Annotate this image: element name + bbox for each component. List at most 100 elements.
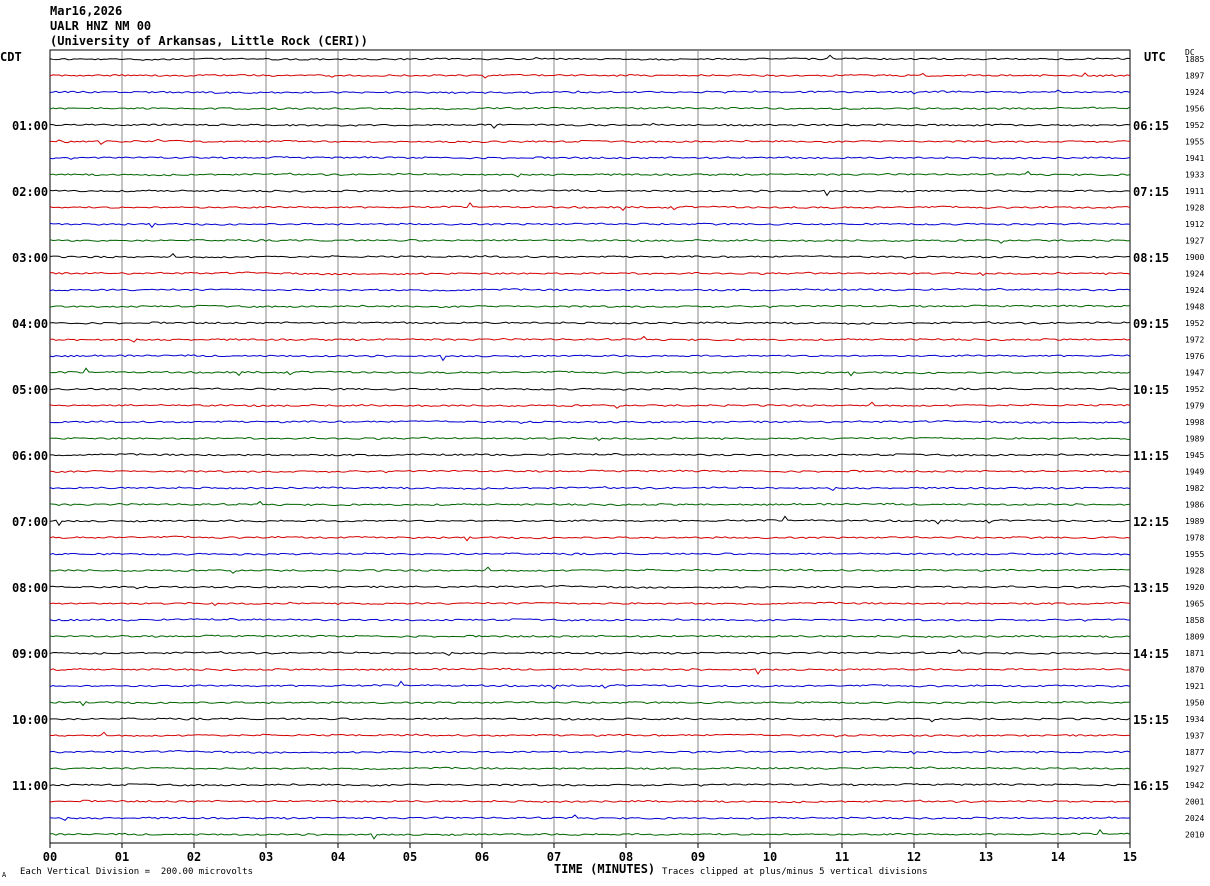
dc-offset-label: 1952	[1185, 121, 1204, 130]
right-timezone-label: UTC	[1144, 50, 1166, 64]
right-hour-label: 10:15	[1133, 383, 1169, 397]
left-hour-label: 03:00	[12, 251, 48, 265]
seismic-trace	[49, 500, 1131, 507]
corner-mark: A	[2, 871, 7, 879]
dc-offset-label: 1927	[1185, 237, 1204, 246]
seismic-trace	[49, 253, 1131, 260]
seismic-trace	[49, 170, 1131, 178]
seismic-trace	[49, 287, 1131, 292]
seismic-trace	[49, 566, 1131, 574]
dc-offset-label: 1924	[1185, 270, 1204, 279]
trace-group	[49, 54, 1131, 840]
seismic-trace	[49, 783, 1131, 787]
right-hour-label: 13:15	[1133, 581, 1169, 595]
x-tick-label: 08	[619, 850, 633, 864]
x-tick-label: 01	[115, 850, 129, 864]
dc-offset-label: 1927	[1185, 765, 1204, 774]
dc-offset-label: 1955	[1185, 138, 1204, 147]
seismic-trace	[49, 469, 1131, 474]
x-tick-label: 15	[1123, 850, 1137, 864]
x-tick-label: 02	[187, 850, 201, 864]
right-hour-label: 14:15	[1133, 647, 1169, 661]
seismic-trace	[49, 222, 1131, 229]
right-hour-label: 12:15	[1133, 515, 1169, 529]
dc-offset-label: 1989	[1185, 517, 1204, 526]
dc-offset-label: 1924	[1185, 88, 1204, 97]
seismic-trace	[49, 667, 1131, 675]
dc-offset-label: 1947	[1185, 369, 1204, 378]
seismic-trace	[49, 601, 1131, 607]
seismic-trace	[49, 387, 1131, 391]
seismic-trace	[49, 304, 1131, 309]
left-hour-label: 07:00	[12, 515, 48, 529]
left-hour-label: 02:00	[12, 185, 48, 199]
dc-offset-label: 1941	[1185, 154, 1204, 163]
dc-offset-label: 1998	[1185, 418, 1204, 427]
dc-offset-label: 1871	[1185, 649, 1204, 658]
dc-offset-label: 1952	[1185, 385, 1204, 394]
dc-offset-label: 1965	[1185, 600, 1204, 609]
seismic-trace	[49, 829, 1131, 840]
seismic-trace	[49, 54, 1131, 61]
dc-offset-label: 1982	[1185, 484, 1204, 493]
seismic-trace	[49, 367, 1131, 377]
seismic-trace	[49, 552, 1131, 556]
seismic-trace	[49, 189, 1131, 197]
institution-label: (University of Arkansas, Little Rock (CE…	[50, 34, 368, 48]
vertical-division-note: Each Vertical Division = 200.00 microvol…	[20, 867, 253, 877]
dc-offset-label: 1949	[1185, 468, 1204, 477]
seismic-trace	[49, 202, 1131, 212]
dc-offset-label: 1928	[1185, 204, 1204, 213]
minute-grid	[49, 49, 1131, 848]
seismic-trace	[49, 750, 1131, 755]
right-hour-label: 11:15	[1133, 449, 1169, 463]
dc-offset-label: 1809	[1185, 633, 1204, 642]
seismic-trace	[49, 420, 1131, 425]
x-tick-label: 07	[547, 850, 561, 864]
dc-offset-label: 1956	[1185, 105, 1204, 114]
dc-offset-label: 1924	[1185, 286, 1204, 295]
dc-offset-label: 1877	[1185, 748, 1204, 757]
seismic-trace	[49, 335, 1131, 343]
seismic-trace	[49, 680, 1131, 690]
seismic-trace	[49, 72, 1131, 79]
dc-offset-label: 1976	[1185, 352, 1204, 361]
seismic-trace	[49, 156, 1131, 160]
clipping-note: Traces clipped at plus/minus 5 vertical …	[662, 867, 928, 877]
left-timezone-label: CDT	[0, 50, 22, 64]
dc-offset-label: 1945	[1185, 451, 1204, 460]
seismic-trace	[49, 618, 1131, 622]
dc-offset-label: 1933	[1185, 171, 1204, 180]
seismic-trace	[49, 271, 1131, 277]
dc-offset-label: 1942	[1185, 781, 1204, 790]
label-group: 00 01 02 03 04 05 06 07 08 09 10 11 12 13 14 15 1885 1897…	[12, 55, 1204, 864]
dc-offset-label: 2001	[1185, 798, 1204, 807]
seismic-trace	[49, 452, 1131, 457]
left-hour-label: 09:00	[12, 647, 48, 661]
plot-frame	[49, 49, 1131, 844]
dc-offset-label: 1979	[1185, 402, 1204, 411]
x-tick-label: 12	[907, 850, 921, 864]
left-hour-label: 04:00	[12, 317, 48, 331]
date-label: Mar16,2026	[50, 4, 123, 18]
dc-offset-label: 1921	[1185, 682, 1204, 691]
dc-offset-label: 1978	[1185, 534, 1204, 543]
left-hour-label: 01:00	[12, 119, 48, 133]
seismic-trace	[49, 814, 1131, 821]
x-tick-label: 06	[475, 850, 489, 864]
dc-offset-label: 1928	[1185, 567, 1204, 576]
dc-offset-label: 1858	[1185, 616, 1204, 625]
x-tick-label: 14	[1051, 850, 1065, 864]
seismic-trace	[49, 106, 1131, 111]
right-hour-label: 07:15	[1133, 185, 1169, 199]
seismic-trace	[49, 320, 1131, 325]
dc-offset-label: 1952	[1185, 319, 1204, 328]
x-tick-label: 03	[259, 850, 273, 864]
seismic-trace	[49, 238, 1131, 244]
x-tick-label: 13	[979, 850, 993, 864]
dc-offset-label: 1912	[1185, 220, 1204, 229]
seismic-trace	[49, 585, 1131, 590]
seismic-trace	[49, 649, 1131, 657]
seismic-trace	[49, 799, 1131, 804]
x-tick-label: 00	[43, 850, 57, 864]
